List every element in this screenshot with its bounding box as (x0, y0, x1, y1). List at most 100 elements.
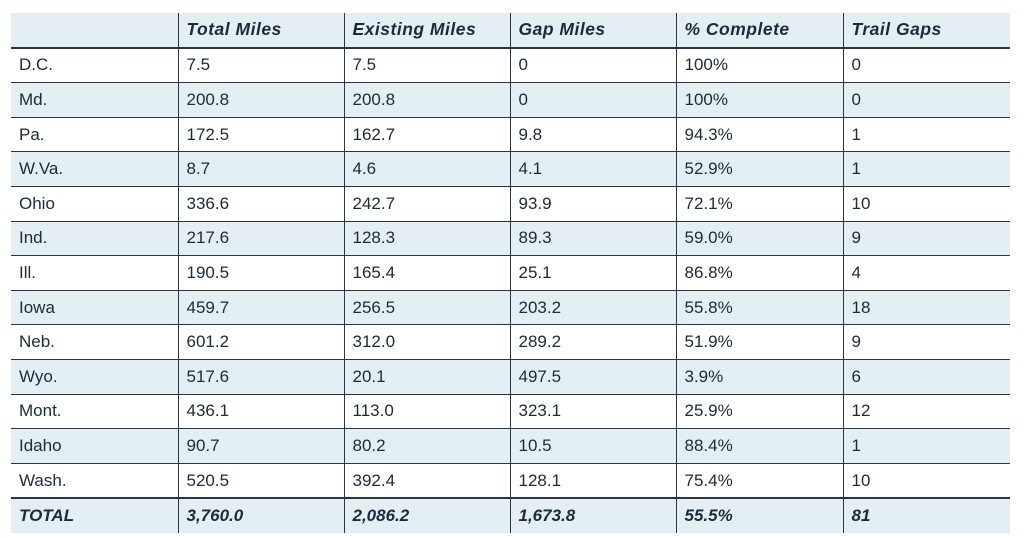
cell-existing-miles: 242.7 (343, 186, 510, 222)
table-row: Wyo. 517.6 20.1 497.5 3.9% 6 (11, 359, 1010, 395)
total-cell-total-miles: 3,760.0 (177, 497, 344, 533)
cell-total-miles: 190.5 (177, 255, 344, 291)
cell-state: Wyo. (11, 359, 178, 395)
cell-state: Idaho (11, 428, 178, 464)
cell-total-miles: 459.7 (177, 290, 344, 326)
cell-percent-complete: 75.4% (675, 463, 843, 499)
cell-trail-gaps: 9 (842, 324, 1010, 360)
cell-existing-miles: 4.6 (343, 151, 510, 187)
cell-existing-miles: 312.0 (343, 324, 510, 360)
cell-gap-miles: 10.5 (509, 428, 676, 464)
cell-existing-miles: 7.5 (343, 47, 510, 84)
total-cell-trail-gaps: 81 (842, 497, 1010, 533)
cell-trail-gaps: 1 (842, 117, 1010, 153)
cell-total-miles: 7.5 (177, 47, 344, 84)
cell-existing-miles: 162.7 (343, 117, 510, 153)
cell-gap-miles: 323.1 (509, 394, 676, 430)
cell-gap-miles: 289.2 (509, 324, 676, 360)
cell-trail-gaps: 10 (842, 186, 1010, 222)
cell-percent-complete: 55.8% (675, 290, 843, 326)
cell-trail-gaps: 9 (842, 221, 1010, 257)
column-header-percent-complete: % Complete (675, 13, 843, 49)
cell-percent-complete: 94.3% (675, 117, 843, 153)
cell-total-miles: 601.2 (177, 324, 344, 360)
cell-trail-gaps: 6 (842, 359, 1010, 395)
table-body: D.C. 7.5 7.5 0 100% 0 Md. 200.8 200.8 0 100% 0 Pa. 17… (11, 47, 1010, 533)
cell-state: Mont. (11, 394, 178, 430)
cell-gap-miles: 93.9 (509, 186, 676, 222)
cell-state: Ohio (11, 186, 178, 222)
table-row: Neb. 601.2 312.0 289.2 51.9% 9 (11, 324, 1010, 360)
cell-state: Pa. (11, 117, 178, 153)
cell-existing-miles: 165.4 (343, 255, 510, 291)
cell-existing-miles: 80.2 (343, 428, 510, 464)
cell-trail-gaps: 1 (842, 428, 1010, 464)
cell-trail-gaps: 10 (842, 463, 1010, 499)
cell-trail-gaps: 12 (842, 394, 1010, 430)
cell-existing-miles: 200.8 (343, 82, 510, 118)
cell-gap-miles: 0 (509, 47, 676, 84)
cell-total-miles: 336.6 (177, 186, 344, 222)
header-row: Total Miles Existing Miles Gap Miles% Comp… (11, 13, 1010, 49)
cell-gap-miles: 0 (509, 82, 676, 118)
cell-state: Iowa (11, 290, 178, 326)
cell-percent-complete: 3.9% (675, 359, 843, 395)
column-header-state (11, 13, 178, 49)
cell-total-miles: 172.5 (177, 117, 344, 153)
cell-gap-miles: 128.1 (509, 463, 676, 499)
cell-percent-complete: 100% (675, 47, 843, 84)
cell-existing-miles: 256.5 (343, 290, 510, 326)
table-row: D.C. 7.5 7.5 0 100% 0 (11, 47, 1010, 84)
cell-trail-gaps: 18 (842, 290, 1010, 326)
cell-existing-miles: 128.3 (343, 221, 510, 257)
cell-total-miles: 8.7 (177, 151, 344, 187)
cell-total-miles: 217.6 (177, 221, 344, 257)
table-row: Idaho 90.7 80.2 10.5 88.4% 1 (11, 428, 1010, 464)
cell-gap-miles: 25.1 (509, 255, 676, 291)
cell-existing-miles: 20.1 (343, 359, 510, 395)
cell-total-miles: 517.6 (177, 359, 344, 395)
total-cell-existing-miles: 2,086.2 (343, 497, 510, 533)
table-row: Ind. 217.6 128.3 89.3 59.0% 9 (11, 221, 1010, 257)
table-row: Mont. 436.1 113.0 323.1 25.9% 12 (11, 394, 1010, 430)
cell-existing-miles: 113.0 (343, 394, 510, 430)
cell-trail-gaps: 0 (842, 47, 1010, 84)
table-row: Pa. 172.5 162.7 9.8 94.3% 1 (11, 117, 1010, 153)
cell-existing-miles: 392.4 (343, 463, 510, 499)
cell-state: Ind. (11, 221, 178, 257)
cell-percent-complete: 72.1% (675, 186, 843, 222)
cell-trail-gaps: 0 (842, 82, 1010, 118)
total-cell-percent-complete: 55.5% (675, 497, 843, 533)
cell-total-miles: 436.1 (177, 394, 344, 430)
table-row: Ohio 336.6 242.7 93.9 72.1% 10 (11, 186, 1010, 222)
cell-percent-complete: 52.9% (675, 151, 843, 187)
cell-percent-complete: 86.8% (675, 255, 843, 291)
cell-state: D.C. (11, 47, 178, 84)
cell-total-miles: 200.8 (177, 82, 344, 118)
trail-stats-table-container: Total Miles Existing Miles Gap Miles% Comp… (11, 13, 1010, 533)
column-header-existing-miles: Existing Miles (343, 13, 510, 49)
cell-gap-miles: 89.3 (509, 221, 676, 257)
table-row: Md. 200.8 200.8 0 100% 0 (11, 82, 1010, 118)
column-header-gap-miles: Gap Miles (509, 13, 676, 49)
cell-state: Md. (11, 82, 178, 118)
cell-gap-miles: 9.8 (509, 117, 676, 153)
total-row: TOTAL 3,760.0 2,086.2 1,673.8 55.5% 81 (11, 497, 1010, 533)
table-row: W.Va. 8.7 4.6 4.1 52.9% 1 (11, 151, 1010, 187)
cell-gap-miles: 4.1 (509, 151, 676, 187)
column-header-trail-gaps: Trail Gaps (842, 13, 1010, 49)
cell-gap-miles: 497.5 (509, 359, 676, 395)
cell-trail-gaps: 4 (842, 255, 1010, 291)
table-row: Wash. 520.5 392.4 128.1 75.4% 10 (11, 463, 1010, 499)
cell-percent-complete: 59.0% (675, 221, 843, 257)
cell-total-miles: 90.7 (177, 428, 344, 464)
table-row: Iowa 459.7 256.5 203.2 55.8% 18 (11, 290, 1010, 326)
cell-total-miles: 520.5 (177, 463, 344, 499)
cell-percent-complete: 88.4% (675, 428, 843, 464)
cell-state: Ill. (11, 255, 178, 291)
table-header: Total Miles Existing Miles Gap Miles% Comp… (11, 13, 1010, 49)
cell-percent-complete: 25.9% (675, 394, 843, 430)
trail-stats-table: Total Miles Existing Miles Gap Miles% Comp… (11, 13, 1010, 533)
total-cell-state: TOTAL (11, 497, 178, 533)
cell-trail-gaps: 1 (842, 151, 1010, 187)
